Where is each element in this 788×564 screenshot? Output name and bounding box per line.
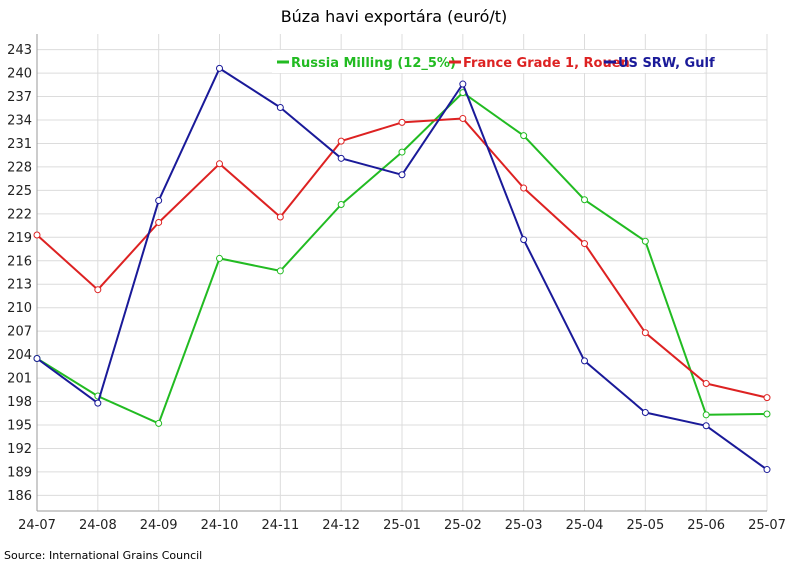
x-tick-label: 25-06 [687, 518, 725, 533]
data-point [33, 355, 41, 363]
data-point [459, 80, 467, 88]
x-tick-label: 25-07 [748, 518, 786, 533]
data-point [398, 171, 406, 179]
data-point [581, 196, 588, 204]
data-point [276, 267, 284, 275]
x-tick-label: 24-07 [18, 518, 56, 533]
gridlines [36, 34, 768, 511]
data-point [155, 197, 163, 205]
x-tick-label: 24-11 [261, 518, 299, 533]
data-point [398, 148, 406, 156]
series-layer [33, 64, 771, 474]
data-point [581, 357, 588, 365]
data-point [581, 240, 588, 248]
y-tick-label: 234 [7, 114, 32, 129]
data-point [763, 394, 771, 402]
data-point [763, 466, 771, 474]
x-tick-label: 24-10 [201, 518, 239, 533]
legend-box [272, 50, 704, 73]
series-2 [33, 64, 771, 474]
data-point [337, 200, 345, 208]
axes: 186 189 192 195 198 201 204 207 210 213 216 219 222 2… [7, 34, 786, 533]
x-tick-label: 25-03 [505, 518, 543, 533]
legend-label: US SRW, Gulf [618, 56, 715, 71]
data-point [337, 154, 345, 162]
y-tick-label: 237 [7, 90, 32, 105]
data-point [33, 231, 41, 239]
y-tick-label: 228 [7, 160, 32, 175]
data-point [702, 380, 710, 388]
x-tick-label: 25-05 [626, 518, 664, 533]
data-point [216, 64, 223, 72]
data-point [641, 237, 649, 245]
data-point [459, 114, 467, 122]
y-tick-label: 213 [7, 278, 32, 293]
x-tick-label: 24-12 [322, 518, 360, 533]
chart-title: Búza havi exportára (euró/t) [281, 7, 508, 26]
x-tick-label: 24-09 [140, 518, 178, 533]
data-point [155, 419, 163, 427]
y-tick-label: 189 [7, 465, 32, 480]
data-point [216, 160, 223, 168]
x-tick-label: 24-08 [79, 518, 117, 533]
y-tick-label: 243 [7, 43, 32, 58]
y-tick-label: 219 [7, 231, 32, 246]
y-tick-label: 186 [7, 489, 32, 504]
data-point [763, 410, 771, 418]
data-point [520, 236, 528, 244]
data-point [216, 254, 223, 262]
data-point [702, 422, 710, 430]
data-point [276, 104, 284, 112]
x-tick-label: 25-02 [444, 518, 482, 533]
data-point [520, 184, 528, 192]
legend: Russia Milling (12_5%) France Grade 1, Ro… [272, 50, 715, 73]
y-tick-label: 231 [7, 137, 32, 152]
data-point [641, 408, 649, 416]
source-note: Source: International Grains Council [4, 549, 202, 562]
data-point [337, 137, 345, 145]
series-1 [33, 114, 771, 402]
data-point [702, 411, 710, 419]
y-tick-label: 222 [7, 207, 32, 222]
data-point [641, 329, 649, 337]
data-point [398, 118, 406, 126]
y-tick-label: 210 [7, 301, 32, 316]
y-tick-label: 192 [7, 442, 32, 457]
legend-label: France Grade 1, Rouen [463, 56, 630, 71]
y-tick-label: 216 [7, 254, 32, 269]
y-tick-label: 207 [7, 325, 32, 340]
y-tick-label: 195 [7, 418, 32, 433]
y-tick-label: 225 [7, 184, 32, 199]
data-point [94, 286, 102, 294]
x-tick-label: 25-04 [566, 518, 604, 533]
y-tick-label: 240 [7, 67, 32, 82]
legend-label: Russia Milling (12_5%) [291, 56, 456, 71]
y-tick-label: 201 [7, 372, 32, 387]
data-point [155, 218, 163, 226]
data-point [94, 399, 102, 407]
y-tick-label: 204 [7, 348, 32, 363]
x-tick-label: 25-01 [383, 518, 421, 533]
data-point [520, 132, 528, 140]
data-point [276, 213, 284, 221]
y-tick-label: 198 [7, 395, 32, 410]
